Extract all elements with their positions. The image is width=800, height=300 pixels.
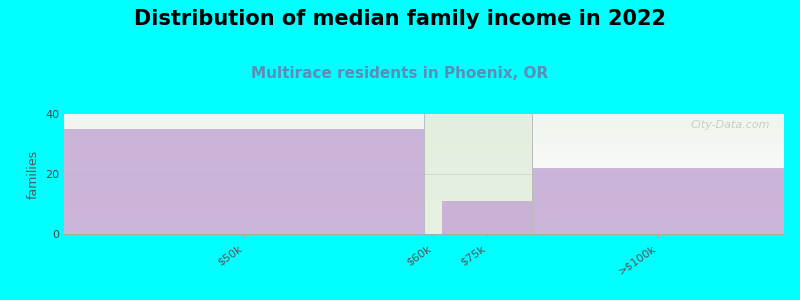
Bar	[64, 129, 424, 234]
Text: Multirace residents in Phoenix, OR: Multirace residents in Phoenix, OR	[251, 66, 549, 81]
Bar	[424, 114, 532, 234]
Bar	[532, 168, 784, 234]
Y-axis label: families: families	[26, 149, 39, 199]
Text: City-Data.com: City-Data.com	[690, 120, 770, 130]
Bar	[442, 201, 532, 234]
Text: Distribution of median family income in 2022: Distribution of median family income in …	[134, 9, 666, 29]
